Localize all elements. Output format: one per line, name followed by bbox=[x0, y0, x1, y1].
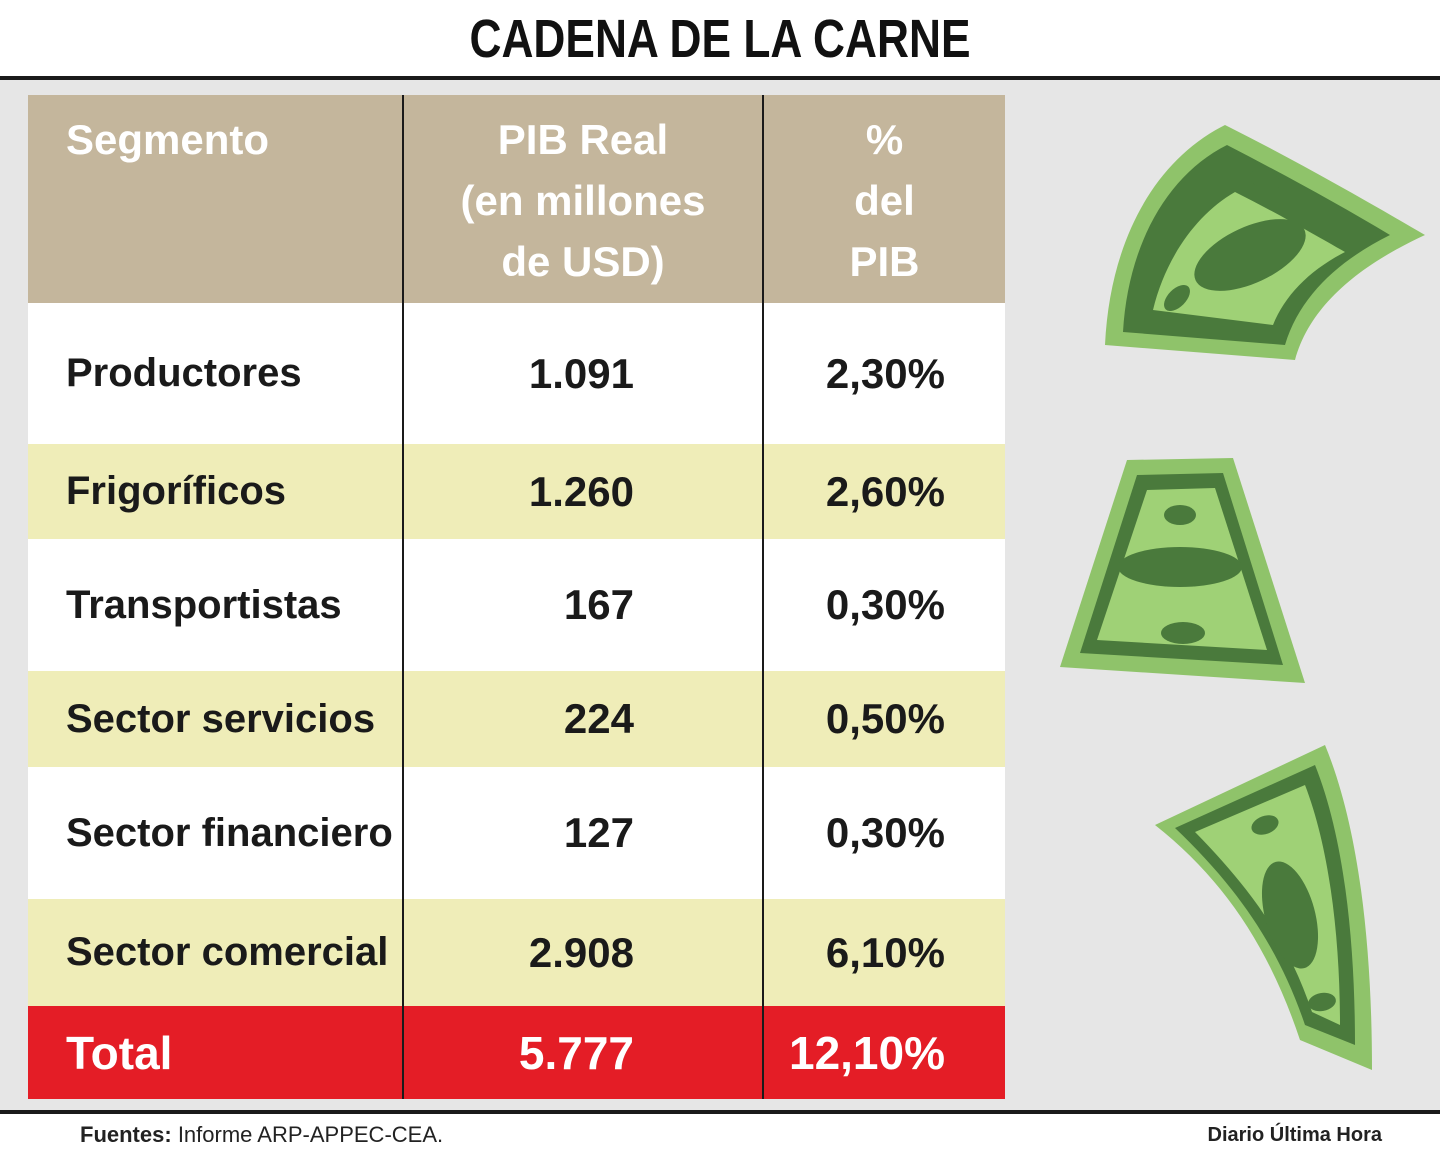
cell-pct: 2,30% bbox=[762, 303, 1005, 444]
sources-text: Informe ARP-APPEC-CEA. bbox=[177, 1122, 444, 1147]
header-pct-line: % bbox=[865, 116, 904, 163]
cell-pct: 0,50% bbox=[762, 671, 1005, 767]
cell-segment: Sector comercial bbox=[66, 930, 389, 974]
header-segment-line: Segmento bbox=[66, 116, 270, 163]
cell-pct: 6,10% bbox=[762, 899, 1005, 1006]
total-row: Total 5.777 12,10% bbox=[28, 1006, 1005, 1099]
cell-gdp: 224 bbox=[402, 671, 763, 767]
table-row: Transportistas 167 0,30% bbox=[28, 539, 1005, 671]
money-bill-icon bbox=[1060, 458, 1305, 683]
sources-note: Fuentes: Informe ARP-APPEC-CEA. bbox=[80, 1122, 443, 1148]
cell-segment: Transportistas bbox=[66, 582, 342, 627]
cell-segment: Sector servicios bbox=[66, 696, 376, 741]
header-gdp-line: (en millones bbox=[460, 177, 706, 224]
header-pct-line: del bbox=[854, 177, 915, 224]
cell-segment: Sector financiero bbox=[66, 810, 393, 855]
footer-divider bbox=[0, 1110, 1440, 1114]
cell-pct: 2,60% bbox=[762, 444, 1005, 539]
cell-gdp: 167 bbox=[402, 539, 763, 671]
cell-pct: 0,30% bbox=[762, 767, 1005, 899]
cell-segment: Productores bbox=[66, 351, 302, 395]
gdp-table: Segmento PIB Real (en millones de USD) %… bbox=[28, 95, 1005, 1099]
cell-gdp: 2.908 bbox=[402, 899, 763, 1006]
money-bill-icon bbox=[1155, 745, 1372, 1070]
title-divider bbox=[0, 76, 1440, 80]
table-row: Sector comercial 2.908 6,10% bbox=[28, 899, 1005, 1006]
publisher-credit: Diario Última Hora bbox=[1207, 1124, 1382, 1146]
page-title: CADENA DE LA CARNE bbox=[469, 9, 971, 69]
header-pct: % del PIB bbox=[762, 95, 1005, 303]
cell-total-gdp: 5.777 bbox=[402, 1006, 763, 1099]
table-header-row: Segmento PIB Real (en millones de USD) %… bbox=[28, 95, 1005, 303]
table-row: Productores 1.091 2,30% bbox=[28, 303, 1005, 444]
header-gdp-line: PIB Real bbox=[497, 116, 669, 163]
money-bill-icon bbox=[1105, 125, 1425, 360]
cell-total-pct: 12,10% bbox=[762, 1006, 1005, 1099]
table-row: Sector servicios 224 0,50% bbox=[28, 671, 1005, 767]
cell-segment: Frigoríficos bbox=[66, 469, 287, 513]
sources-label: Fuentes bbox=[80, 1122, 165, 1147]
header-segment: Segmento bbox=[28, 95, 403, 303]
header-pct-line: PIB bbox=[849, 238, 920, 285]
cell-pct: 0,30% bbox=[762, 539, 1005, 671]
table-row: Sector financiero 127 0,30% bbox=[28, 767, 1005, 899]
cell-total-label: Total bbox=[66, 1026, 173, 1079]
table-row: Frigoríficos 1.260 2,60% bbox=[28, 444, 1005, 539]
cell-gdp: 127 bbox=[402, 767, 763, 899]
header-gdp-line: de USD) bbox=[501, 238, 665, 285]
header-gdp: PIB Real (en millones de USD) bbox=[402, 95, 763, 303]
cell-gdp: 1.091 bbox=[402, 303, 763, 444]
cell-gdp: 1.260 bbox=[402, 444, 763, 539]
sources-separator: : bbox=[164, 1122, 172, 1147]
